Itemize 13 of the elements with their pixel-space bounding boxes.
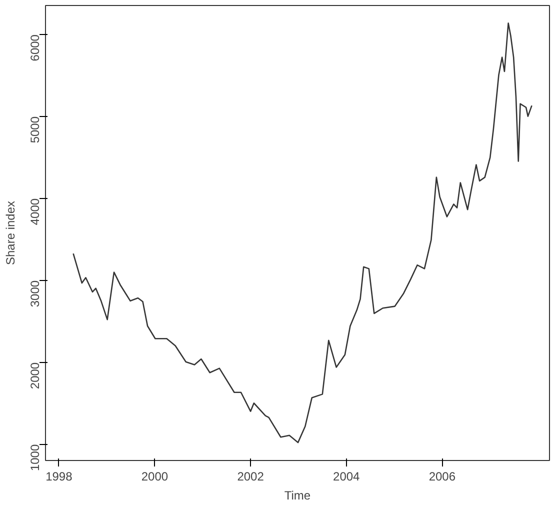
x-tick-label: 1998 xyxy=(46,470,73,484)
y-tick-label: 4000 xyxy=(28,198,42,226)
y-tick-label: 6000 xyxy=(28,34,42,62)
y-tick-label: 3000 xyxy=(28,280,42,308)
x-tick-label: 2002 xyxy=(237,470,264,484)
x-axis-title: Time xyxy=(284,488,311,502)
y-tick-label: 5000 xyxy=(28,116,42,144)
x-tick-label: 2000 xyxy=(141,470,168,484)
x-tick-label: 2006 xyxy=(428,470,456,484)
y-tick-label: 1000 xyxy=(28,444,42,472)
x-tick-label: 2004 xyxy=(333,470,360,484)
y-tick-label: 2000 xyxy=(28,362,42,390)
y-axis-title: Share index xyxy=(4,200,18,266)
